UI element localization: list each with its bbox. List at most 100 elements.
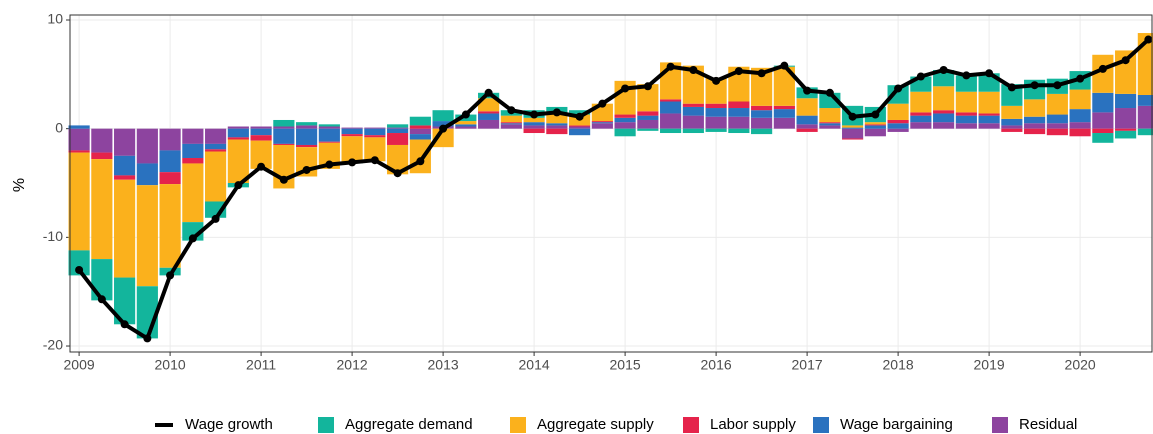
bar: [250, 135, 272, 141]
bar: [546, 125, 568, 129]
bar: [887, 103, 909, 120]
bar: [614, 122, 636, 129]
bar: [910, 122, 932, 129]
bar: [1046, 123, 1068, 129]
point: [166, 271, 175, 280]
bar: [569, 126, 591, 129]
bar: [478, 98, 500, 112]
point: [552, 108, 561, 117]
bar: [591, 121, 613, 123]
bar: [250, 140, 272, 169]
bar: [91, 128, 113, 153]
bar: [182, 128, 204, 144]
bar: [978, 115, 1000, 124]
bar: [978, 113, 1000, 116]
bar: [705, 77, 727, 104]
bar: [318, 124, 340, 127]
point: [120, 320, 129, 329]
point: [416, 157, 425, 166]
bar: [705, 116, 727, 129]
y-tick-label: 0: [55, 119, 63, 135]
bar: [523, 122, 545, 126]
bar: [205, 128, 227, 144]
bar: [569, 110, 591, 115]
bar: [136, 185, 158, 287]
bar: [68, 152, 90, 251]
bar: [250, 128, 272, 136]
bar: [341, 127, 363, 129]
bar: [432, 110, 454, 122]
point: [666, 62, 675, 71]
bar: [887, 119, 909, 124]
point: [302, 165, 311, 174]
bar: [364, 128, 386, 136]
bar: [478, 113, 500, 120]
bar: [1115, 93, 1137, 109]
bar: [523, 128, 545, 134]
bar: [1092, 112, 1114, 129]
bar: [1024, 128, 1046, 135]
bar: [1024, 116, 1046, 124]
bar: [432, 121, 454, 127]
bar: [751, 117, 773, 129]
bar: [660, 99, 682, 102]
bar: [409, 134, 431, 140]
point: [143, 334, 152, 343]
point: [848, 112, 857, 121]
bar: [341, 136, 363, 163]
bar: [114, 175, 136, 180]
x-tick-label: 2012: [337, 357, 368, 373]
bar: [660, 113, 682, 129]
bar: [728, 101, 750, 109]
legend-label: Wage growth: [185, 416, 273, 433]
bar: [205, 151, 227, 202]
x-tick-label: 2011: [246, 357, 276, 373]
bar: [728, 116, 750, 129]
bar: [660, 128, 682, 134]
x-tick-label: 2010: [155, 357, 186, 373]
bar: [1092, 54, 1114, 93]
bar: [182, 143, 204, 159]
point: [803, 86, 812, 95]
legend-key: [510, 417, 526, 433]
bar: [136, 128, 158, 164]
bar: [1137, 94, 1153, 106]
bar: [318, 128, 340, 142]
x-tick-label: 2013: [428, 357, 459, 373]
bar: [387, 127, 409, 129]
bar: [796, 124, 818, 129]
x-tick-label: 2020: [1065, 357, 1096, 373]
bar: [773, 105, 795, 110]
bar: [114, 128, 136, 156]
bar: [796, 128, 818, 132]
point: [370, 156, 379, 165]
bar: [409, 116, 431, 126]
bar: [296, 125, 318, 129]
x-tick-label: 2018: [883, 357, 914, 373]
point: [780, 61, 789, 70]
point: [97, 295, 106, 304]
point: [75, 265, 84, 274]
bar: [591, 122, 613, 124]
bar: [751, 67, 773, 106]
bar: [705, 128, 727, 132]
x-tick-label: 2017: [792, 357, 823, 373]
bar: [819, 108, 841, 123]
bar: [569, 128, 591, 136]
bar: [682, 106, 704, 116]
bar: [933, 110, 955, 114]
bar: [864, 128, 886, 137]
point: [348, 158, 357, 167]
bar: [409, 139, 431, 174]
bar: [409, 128, 431, 135]
bar: [114, 179, 136, 278]
point: [643, 82, 652, 91]
y-tick-label: -10: [43, 228, 63, 244]
bar: [455, 126, 477, 129]
bar: [387, 128, 409, 134]
bar: [773, 109, 795, 118]
bar: [933, 122, 955, 129]
bar: [910, 112, 932, 116]
bar: [455, 124, 477, 127]
point: [211, 214, 220, 223]
